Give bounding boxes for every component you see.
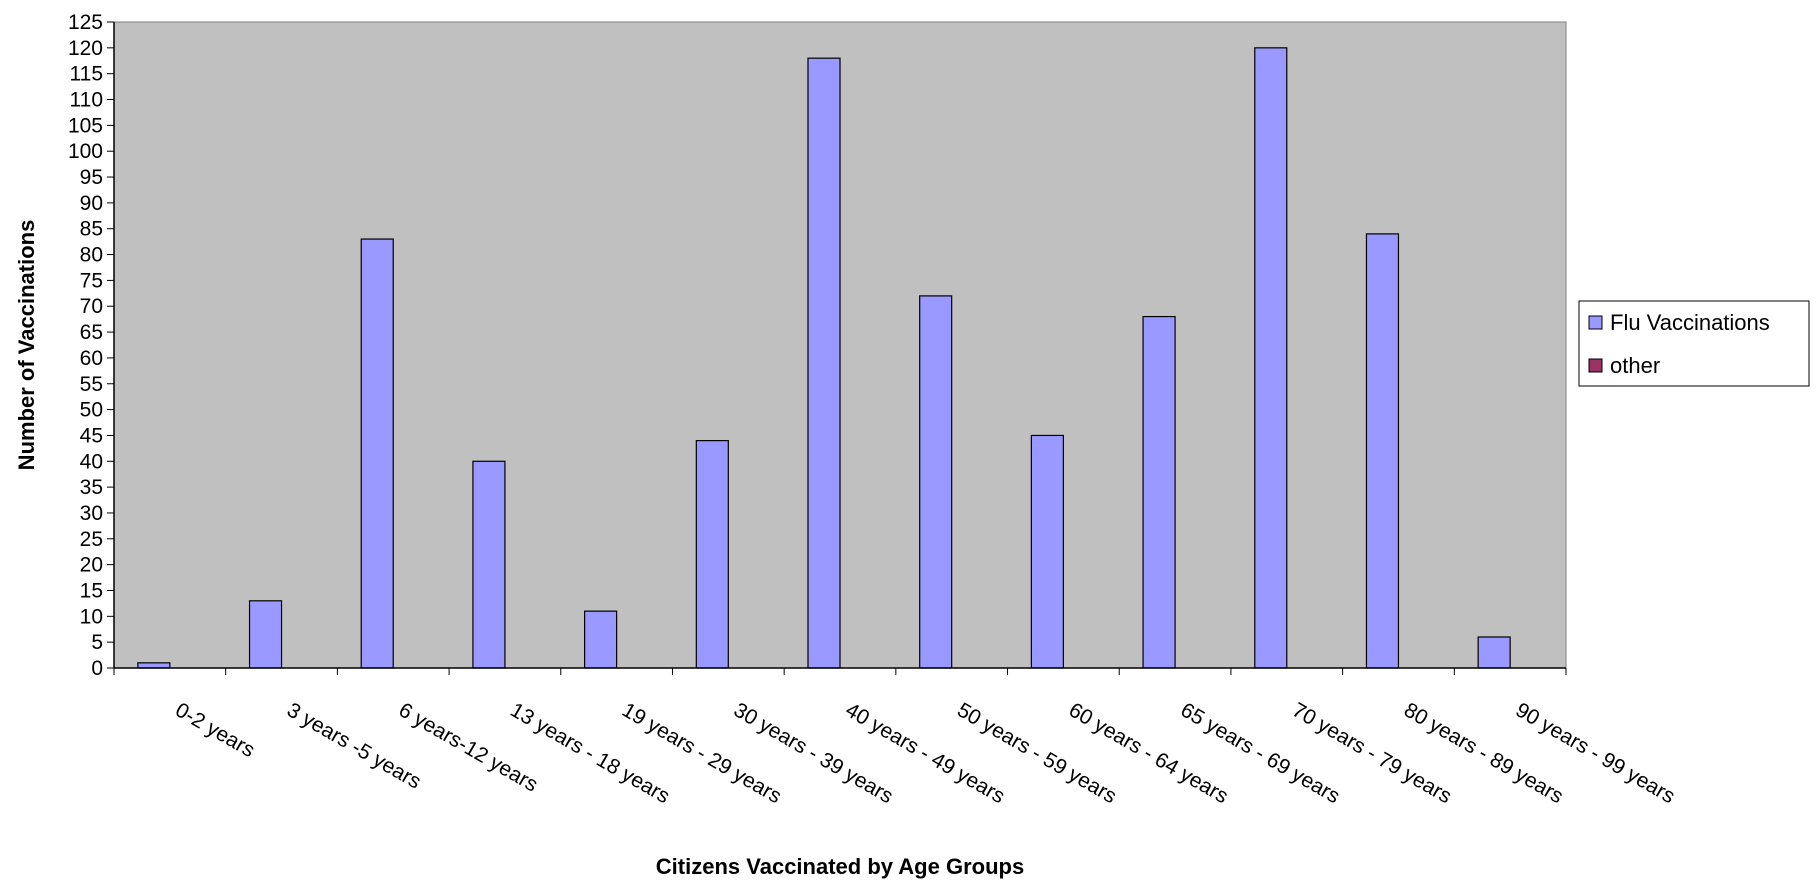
y-tick-label: 25 [80, 528, 103, 551]
y-tick-label: 50 [80, 399, 103, 422]
y-tick-label: 70 [80, 295, 103, 318]
y-tick-label: 85 [80, 218, 103, 241]
legend-box [1578, 300, 1810, 387]
y-tick-label: 15 [80, 579, 103, 602]
bar-flu [137, 662, 171, 669]
y-tick-label: 125 [68, 11, 103, 34]
bar-flu [1030, 434, 1064, 669]
bars [137, 47, 1511, 669]
bar-flu [807, 57, 841, 669]
y-tick-label: 40 [80, 450, 103, 473]
bar-flu [695, 440, 729, 669]
legend-swatch-flu [1588, 315, 1603, 330]
y-tick-label: 105 [68, 114, 103, 137]
y-tick-label: 45 [80, 424, 103, 447]
y-tick-label: 30 [80, 502, 103, 525]
x-axis-ticks [113, 668, 1567, 675]
x-axis-title: Citizens Vaccinated by Age Groups [656, 854, 1024, 879]
legend-label-other: other [1610, 353, 1660, 378]
legend-label-flu: Flu Vaccinations [1610, 310, 1770, 335]
bar-flu [584, 610, 618, 669]
bar-flu [1477, 636, 1511, 669]
legend: Flu Vaccinations other [1578, 300, 1810, 387]
bar-flu [1365, 233, 1400, 669]
bar-flu [1254, 47, 1288, 669]
y-tick-label: 120 [68, 37, 103, 60]
y-tick-label: 10 [80, 605, 103, 628]
y-tick-label: 5 [91, 631, 103, 654]
x-category-label: 0-2 years [171, 698, 258, 762]
y-tick-label: 90 [80, 192, 103, 215]
bar-flu [248, 600, 283, 669]
legend-swatch-other [1588, 358, 1603, 373]
y-tick-label: 60 [80, 347, 103, 370]
y-tick-label: 80 [80, 244, 103, 267]
y-tick-label: 100 [68, 140, 103, 163]
bar-flu [360, 238, 394, 669]
y-tick-label: 35 [80, 476, 103, 499]
y-tick-label: 65 [80, 321, 103, 344]
y-tick-label: 75 [80, 269, 103, 292]
y-tick-label: 55 [80, 373, 103, 396]
y-tick-label: 110 [70, 89, 103, 112]
y-tick-label: 115 [70, 63, 103, 86]
bar-flu [919, 295, 953, 669]
bar-flu [472, 460, 506, 669]
y-tick-label: 0 [91, 657, 103, 680]
bar-flu [1142, 315, 1176, 669]
y-tick-label: 20 [80, 554, 103, 577]
y-axis-title: Number of Vaccinations [14, 220, 39, 471]
y-tick-label: 95 [80, 166, 103, 189]
